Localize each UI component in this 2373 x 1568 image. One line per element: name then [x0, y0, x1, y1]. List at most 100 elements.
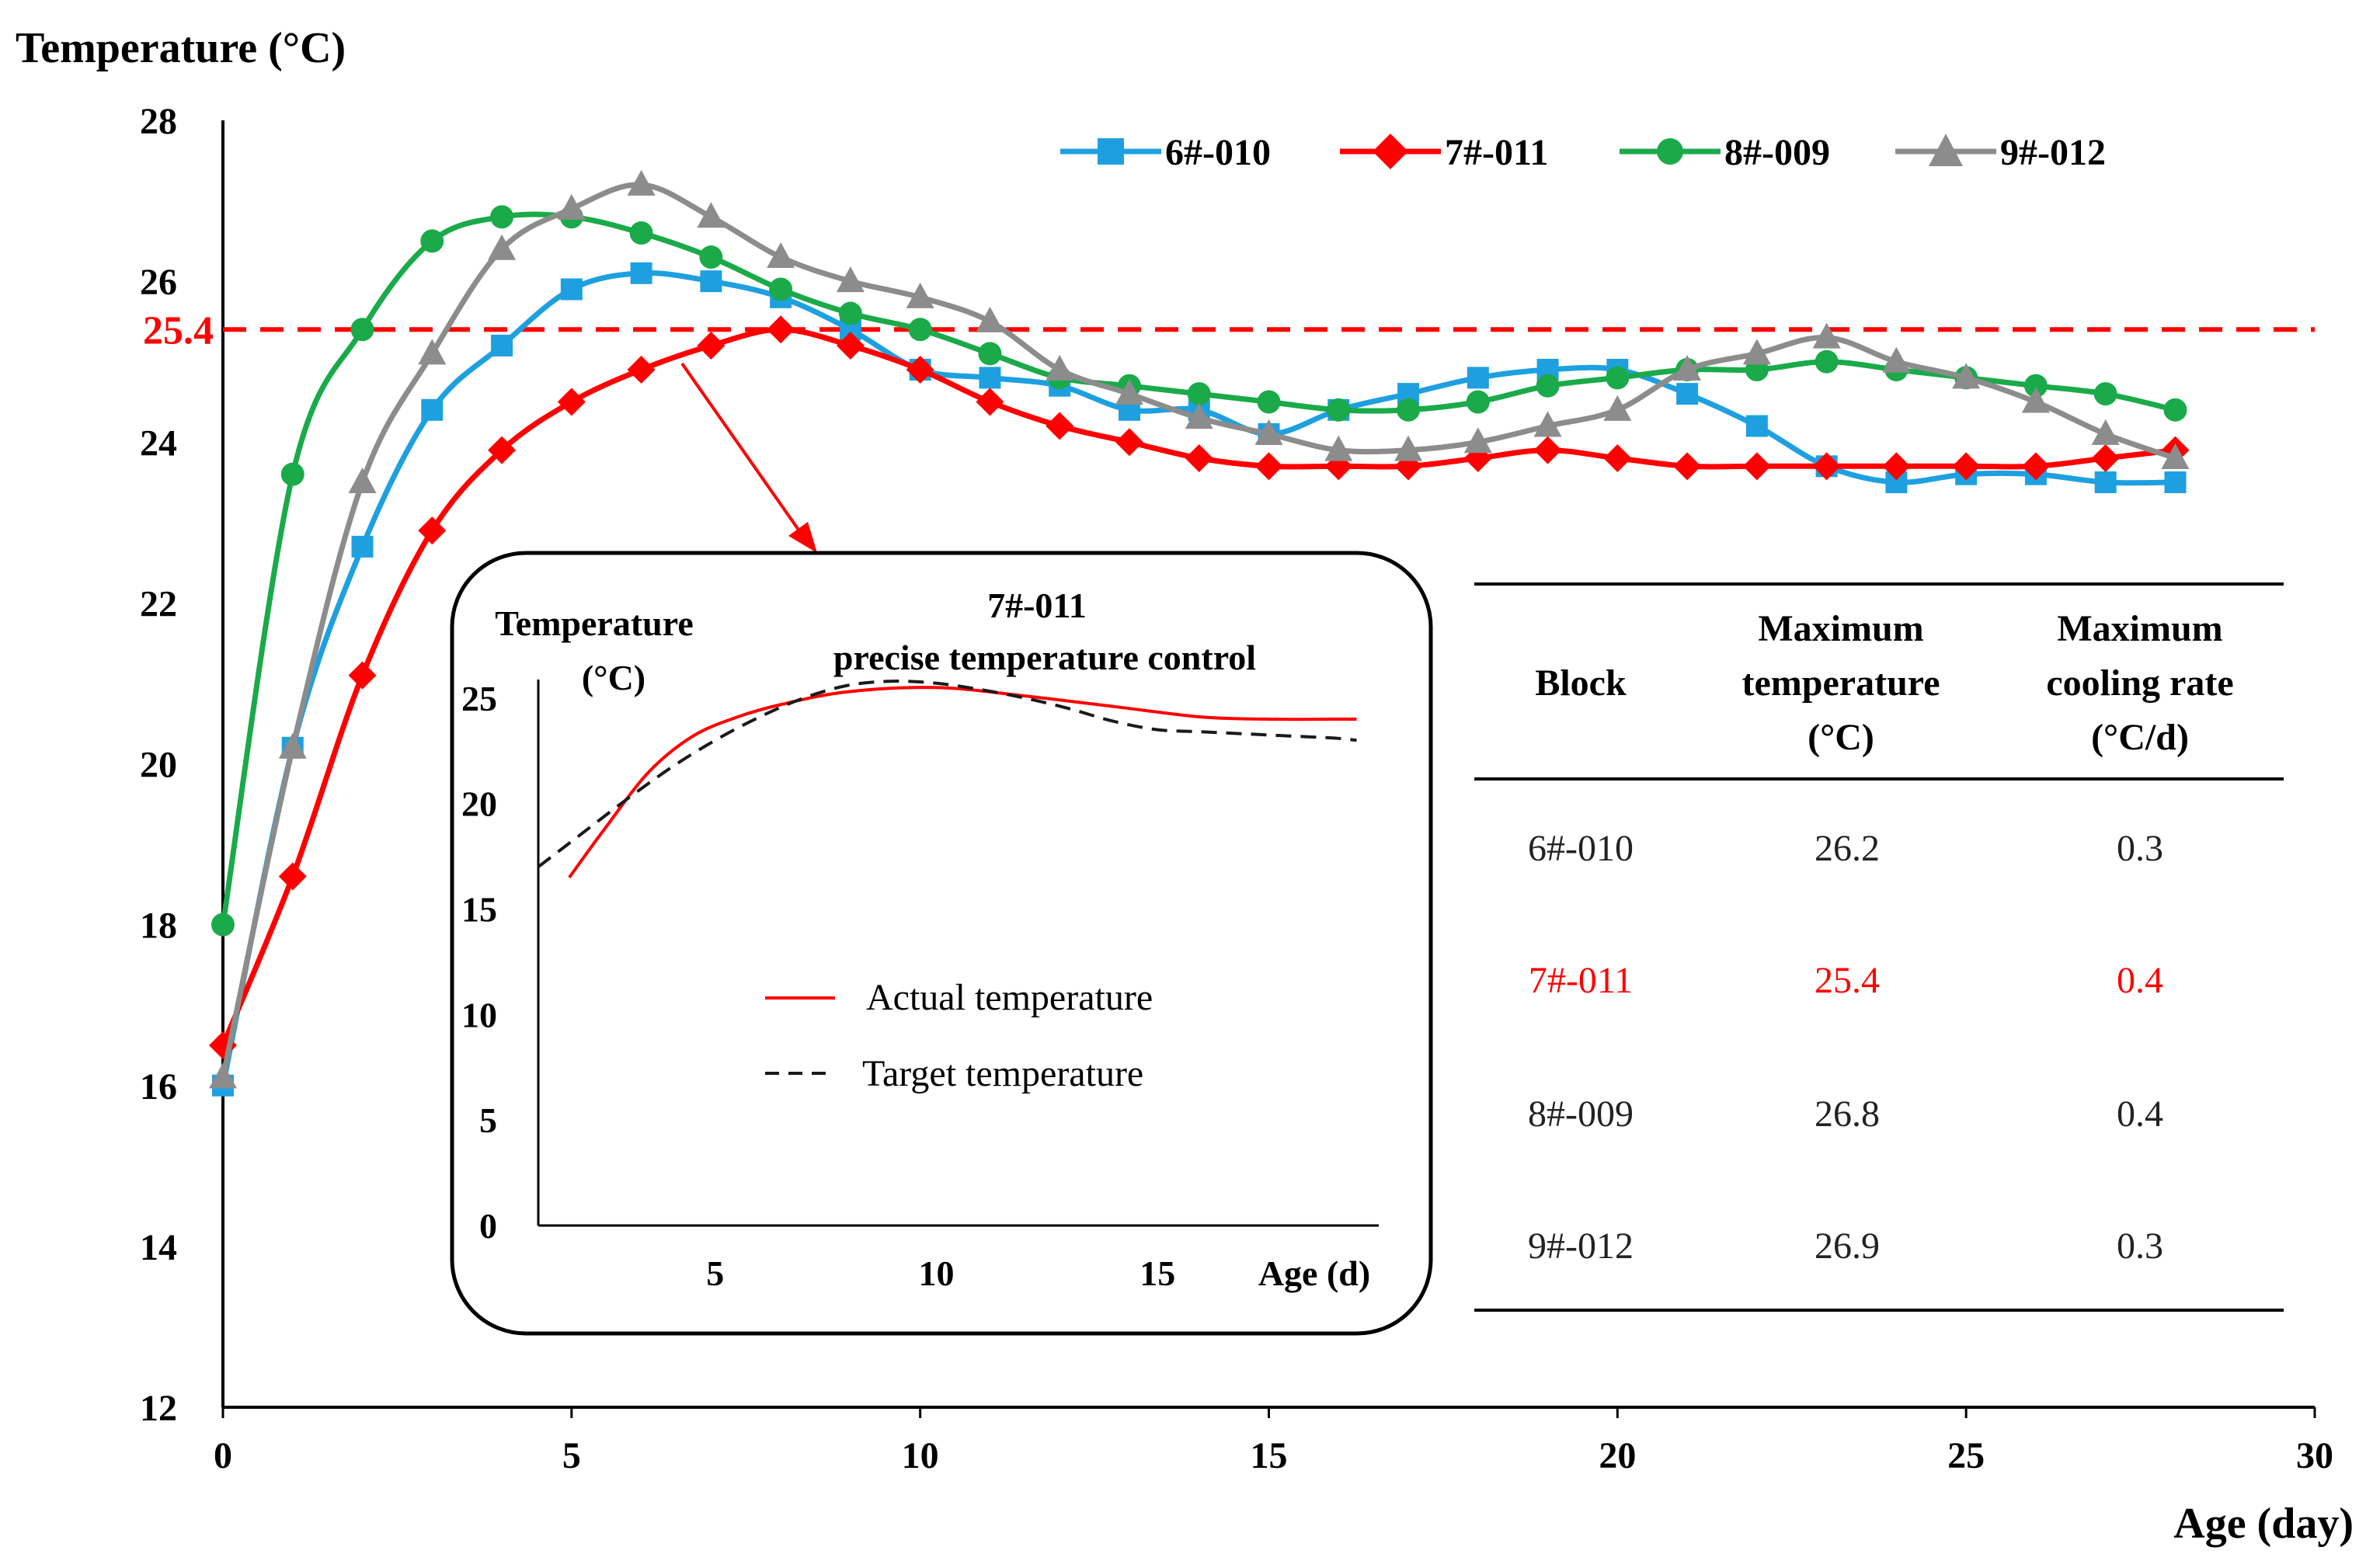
- data-point: [488, 436, 517, 464]
- series-7-011: [209, 315, 2190, 1059]
- data-point: [491, 334, 513, 356]
- data-point: [1254, 419, 1283, 445]
- data-point: [1606, 366, 1630, 390]
- callout-arrow: [680, 362, 817, 553]
- legend-label-9-012: 9#-012: [2000, 132, 2106, 173]
- data-point: [1046, 412, 1074, 440]
- inset-y-tick-label: 25: [461, 679, 497, 718]
- data-point: [1742, 452, 1771, 481]
- main-y-tick-label: 24: [140, 422, 177, 464]
- data-point: [350, 318, 374, 342]
- data-point: [2164, 471, 2187, 494]
- data-point: [906, 356, 934, 384]
- data-point: [1394, 435, 1423, 461]
- data-point: [767, 315, 795, 344]
- data-point: [2021, 387, 2050, 413]
- data-point: [1115, 379, 1143, 405]
- inset-y-tick-label: 20: [461, 784, 497, 824]
- data-point: [1046, 355, 1074, 381]
- table-cell-block: 8#-009: [1528, 1093, 1634, 1135]
- table-cell-max-temp: 26.2: [1815, 828, 1880, 869]
- data-point: [418, 516, 447, 545]
- table-row-8-009: 8#-009 26.8 0.4: [1528, 1093, 2163, 1135]
- table-header-block: Block: [1535, 662, 1627, 704]
- data-point: [1882, 452, 1911, 481]
- legend-marker-triangle: [1929, 134, 1963, 166]
- table-row-9-012: 9#-012 26.9 0.3: [1528, 1226, 2163, 1267]
- reference-line-label: 25.4: [143, 308, 214, 353]
- data-point: [908, 318, 932, 342]
- legend-item-7-011: 7#-011: [1340, 132, 1548, 173]
- data-point: [1187, 382, 1211, 406]
- main-x-tick-label: 10: [902, 1435, 939, 1476]
- legend-label-8-009: 8#-009: [1724, 132, 1830, 173]
- table-header-max-temp-2: temperature: [1742, 662, 1940, 704]
- table-header: Block Maximum temperature (°C) Maximum c…: [1535, 608, 2233, 758]
- main-y-tick-label: 20: [140, 745, 177, 786]
- data-point: [700, 270, 722, 293]
- inset-x-tick-label: 5: [706, 1253, 724, 1293]
- data-point: [1254, 452, 1283, 481]
- inset-x-tick-label: 15: [1140, 1253, 1175, 1293]
- table-cell-cooling-rate: 0.4: [2117, 1093, 2163, 1135]
- inset-legend-label-target: Target temperature: [862, 1053, 1143, 1094]
- data-point: [697, 331, 725, 360]
- data-point: [2161, 443, 2190, 469]
- main-y-tick-label: 12: [140, 1388, 177, 1429]
- main-y-tick-label: 26: [140, 262, 177, 303]
- data-point: [906, 282, 934, 308]
- data-point: [1815, 349, 1839, 374]
- inset-legend-label-actual: Actual temperature: [866, 977, 1153, 1018]
- legend-marker-circle: [1657, 138, 1683, 165]
- legend-label-7-011: 7#-011: [1445, 132, 1548, 173]
- inset-y-tick-label: 15: [461, 890, 497, 930]
- legend-marker-square: [1098, 138, 1124, 165]
- main-x-tick-label: 25: [1947, 1435, 1985, 1476]
- inset-y-ticks: 0 5 10 15 20 25: [461, 679, 497, 1246]
- inset-legend: Actual temperature Target temperature: [765, 977, 1153, 1094]
- data-point: [630, 262, 652, 284]
- legend-marker-diamond: [1373, 134, 1408, 169]
- data-point: [1952, 452, 1981, 481]
- data-point: [1185, 443, 1213, 472]
- main-y-tick-label: 16: [140, 1066, 177, 1107]
- data-point: [1257, 390, 1281, 414]
- inset-y-axis-unit: (°C): [582, 658, 645, 697]
- data-point: [421, 398, 444, 421]
- main-x-axis-title: Age (day): [2173, 1500, 2354, 1548]
- inset-y-tick-label: 0: [479, 1206, 497, 1246]
- data-point: [1673, 452, 1702, 481]
- table-header-cooling-1: Maximum: [2057, 608, 2222, 649]
- main-x-tick-label: 0: [214, 1435, 232, 1476]
- inset-title: 7#-011: [987, 586, 1087, 625]
- main-y-tick-label: 28: [140, 101, 177, 142]
- data-point: [348, 468, 377, 494]
- data-point: [2091, 419, 2120, 445]
- data-point: [1673, 355, 1702, 381]
- data-point: [2094, 471, 2117, 494]
- table-header-max-temp-1: Maximum: [1758, 608, 1923, 649]
- data-point: [557, 388, 586, 416]
- table-header-cooling-3: (°C/d): [2091, 717, 2189, 758]
- data-point: [2091, 443, 2120, 472]
- data-point: [1467, 367, 1489, 389]
- data-point: [211, 913, 235, 937]
- data-point: [836, 266, 865, 293]
- data-point: [278, 732, 307, 759]
- data-point: [627, 169, 656, 196]
- callout-arrow-head: [788, 522, 817, 553]
- legend: 6#-010 7#-011 8#-009 9#-012: [1060, 132, 2106, 173]
- data-point: [351, 535, 374, 558]
- data-point: [2023, 374, 2048, 398]
- inset-y-axis-title: Temperature: [495, 603, 694, 643]
- data-point: [1603, 443, 1632, 472]
- data-point: [1882, 346, 1911, 373]
- data-point: [699, 245, 723, 269]
- legend-item-8-009: 8#-009: [1620, 132, 1830, 173]
- data-point: [1952, 363, 1981, 389]
- summary-table: Block Maximum temperature (°C) Maximum c…: [1474, 582, 2284, 1312]
- table-cell-max-temp: 26.9: [1815, 1226, 1880, 1267]
- data-point: [348, 661, 377, 690]
- callout-arrow-line: [680, 362, 802, 534]
